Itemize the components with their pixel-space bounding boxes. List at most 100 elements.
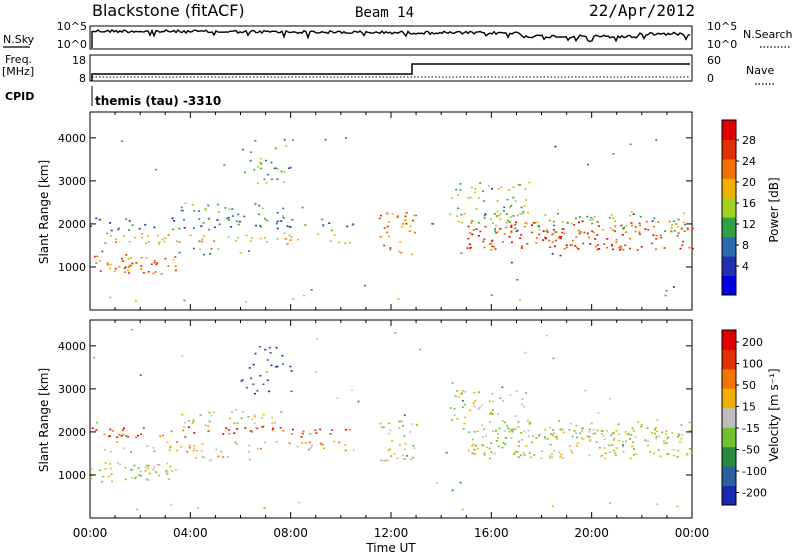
scatter-cell	[523, 405, 526, 408]
scatter-cell	[614, 225, 617, 228]
scatter-cell	[620, 247, 623, 250]
scatter-cell	[581, 427, 584, 429]
scatter-cell	[524, 188, 527, 190]
scatter-cell	[397, 298, 400, 300]
scatter-cell	[497, 445, 500, 448]
scatter-cell	[166, 441, 169, 443]
scatter-cell	[174, 269, 177, 272]
scatter-cell	[351, 223, 354, 225]
scatter-cell	[389, 448, 391, 450]
colorbar-tick-label: 12	[742, 218, 756, 231]
scatter-cell	[577, 229, 580, 232]
colorbar-tick-label: 15	[742, 401, 756, 414]
scatter-cell	[321, 224, 324, 227]
scatter-cell	[237, 223, 240, 226]
scatter-cell	[184, 436, 187, 438]
scatter-cell	[276, 178, 279, 180]
scatter-cell	[129, 257, 132, 259]
colorbar-cell	[722, 275, 736, 296]
scatter-cell	[508, 189, 511, 191]
colorbar-cell	[722, 407, 736, 428]
scatter-cell	[266, 173, 269, 176]
scatter-cell	[104, 242, 107, 244]
scatter-cell	[638, 233, 641, 235]
scatter-cell	[103, 433, 106, 436]
scatter-cell	[181, 413, 184, 416]
scatter-cell	[549, 455, 552, 457]
scatter-cell	[254, 203, 257, 205]
scatter-cell	[524, 222, 527, 224]
scatter-cell	[235, 409, 237, 411]
scatter-cell	[606, 238, 609, 240]
velocity-colorbar: 200 100 50 15 -15 -50 -100 -200 Velocity [m s⁻¹…	[721, 329, 781, 506]
scatter-cell	[400, 420, 403, 422]
scatter-cell	[546, 231, 549, 233]
scatter-cell	[681, 433, 684, 436]
scatter-cell	[510, 230, 513, 233]
scatter-cell	[135, 262, 138, 264]
scatter-cell	[526, 243, 529, 245]
scatter-cell	[586, 435, 589, 438]
scatter-cell	[609, 502, 612, 504]
scatter-cell	[595, 441, 597, 443]
scatter-cell	[230, 226, 233, 228]
scatter-cell	[90, 225, 93, 227]
scatter-cell	[528, 423, 531, 425]
scatter-cell	[226, 217, 229, 220]
scatter-cell	[505, 222, 508, 224]
scatter-cell	[174, 265, 177, 267]
scatter-cell	[684, 223, 687, 226]
scatter-cell	[302, 294, 305, 297]
scatter-cell	[618, 439, 621, 442]
scatter-cell	[289, 239, 292, 241]
scatter-cell	[655, 430, 658, 432]
scatter-cell	[469, 196, 472, 199]
scatter-cell	[492, 400, 495, 403]
colorbar-cell	[722, 217, 736, 238]
colorbar-tick-label: -100	[742, 465, 767, 478]
scatter-cell	[543, 437, 546, 440]
scatter-cell	[183, 421, 186, 424]
scatter-cell	[217, 211, 220, 213]
scatter-cell	[468, 247, 471, 249]
scatter-cell	[483, 453, 486, 456]
scatter-cell	[234, 441, 237, 444]
scatter-cell	[544, 214, 547, 216]
scatter-cell	[528, 452, 531, 454]
scatter-cell	[282, 429, 285, 432]
scatter-cell	[483, 452, 486, 454]
scatter-cell	[116, 441, 118, 443]
scatter-cell	[512, 186, 515, 188]
scatter-cell	[233, 422, 236, 425]
scatter-cell	[323, 447, 325, 450]
scatter-cell	[529, 421, 532, 424]
scatter-cell	[672, 220, 675, 222]
scatter-cell	[412, 445, 415, 447]
scatter-cell	[109, 450, 112, 453]
colorbar-cell	[722, 485, 736, 506]
scatter-cell	[634, 453, 637, 455]
scatter-cell	[289, 365, 292, 368]
scatter-cell	[169, 445, 172, 448]
scatter-cell	[652, 234, 655, 237]
scatter-cell	[144, 469, 147, 472]
scatter-cell	[238, 220, 241, 223]
colorbar-cell	[722, 368, 736, 389]
y-tick-label: 3000	[58, 383, 86, 396]
scatter-cell	[263, 441, 266, 444]
scatter-cell	[201, 456, 204, 458]
scatter-cell	[503, 430, 506, 432]
freq-tick-top: 18	[72, 54, 86, 67]
scatter-cell	[647, 444, 650, 447]
scatter-cell	[169, 465, 172, 468]
colorbar-cell	[722, 120, 736, 140]
scatter-cell	[275, 222, 278, 225]
scatter-cell	[363, 284, 366, 287]
scatter-cell	[489, 421, 492, 423]
scatter-cell	[264, 219, 267, 221]
scatter-cell	[481, 436, 484, 438]
colorbar-cell	[722, 446, 736, 467]
scatter-cell	[110, 235, 113, 237]
scatter-cell	[516, 279, 519, 281]
scatter-cell	[519, 213, 522, 215]
